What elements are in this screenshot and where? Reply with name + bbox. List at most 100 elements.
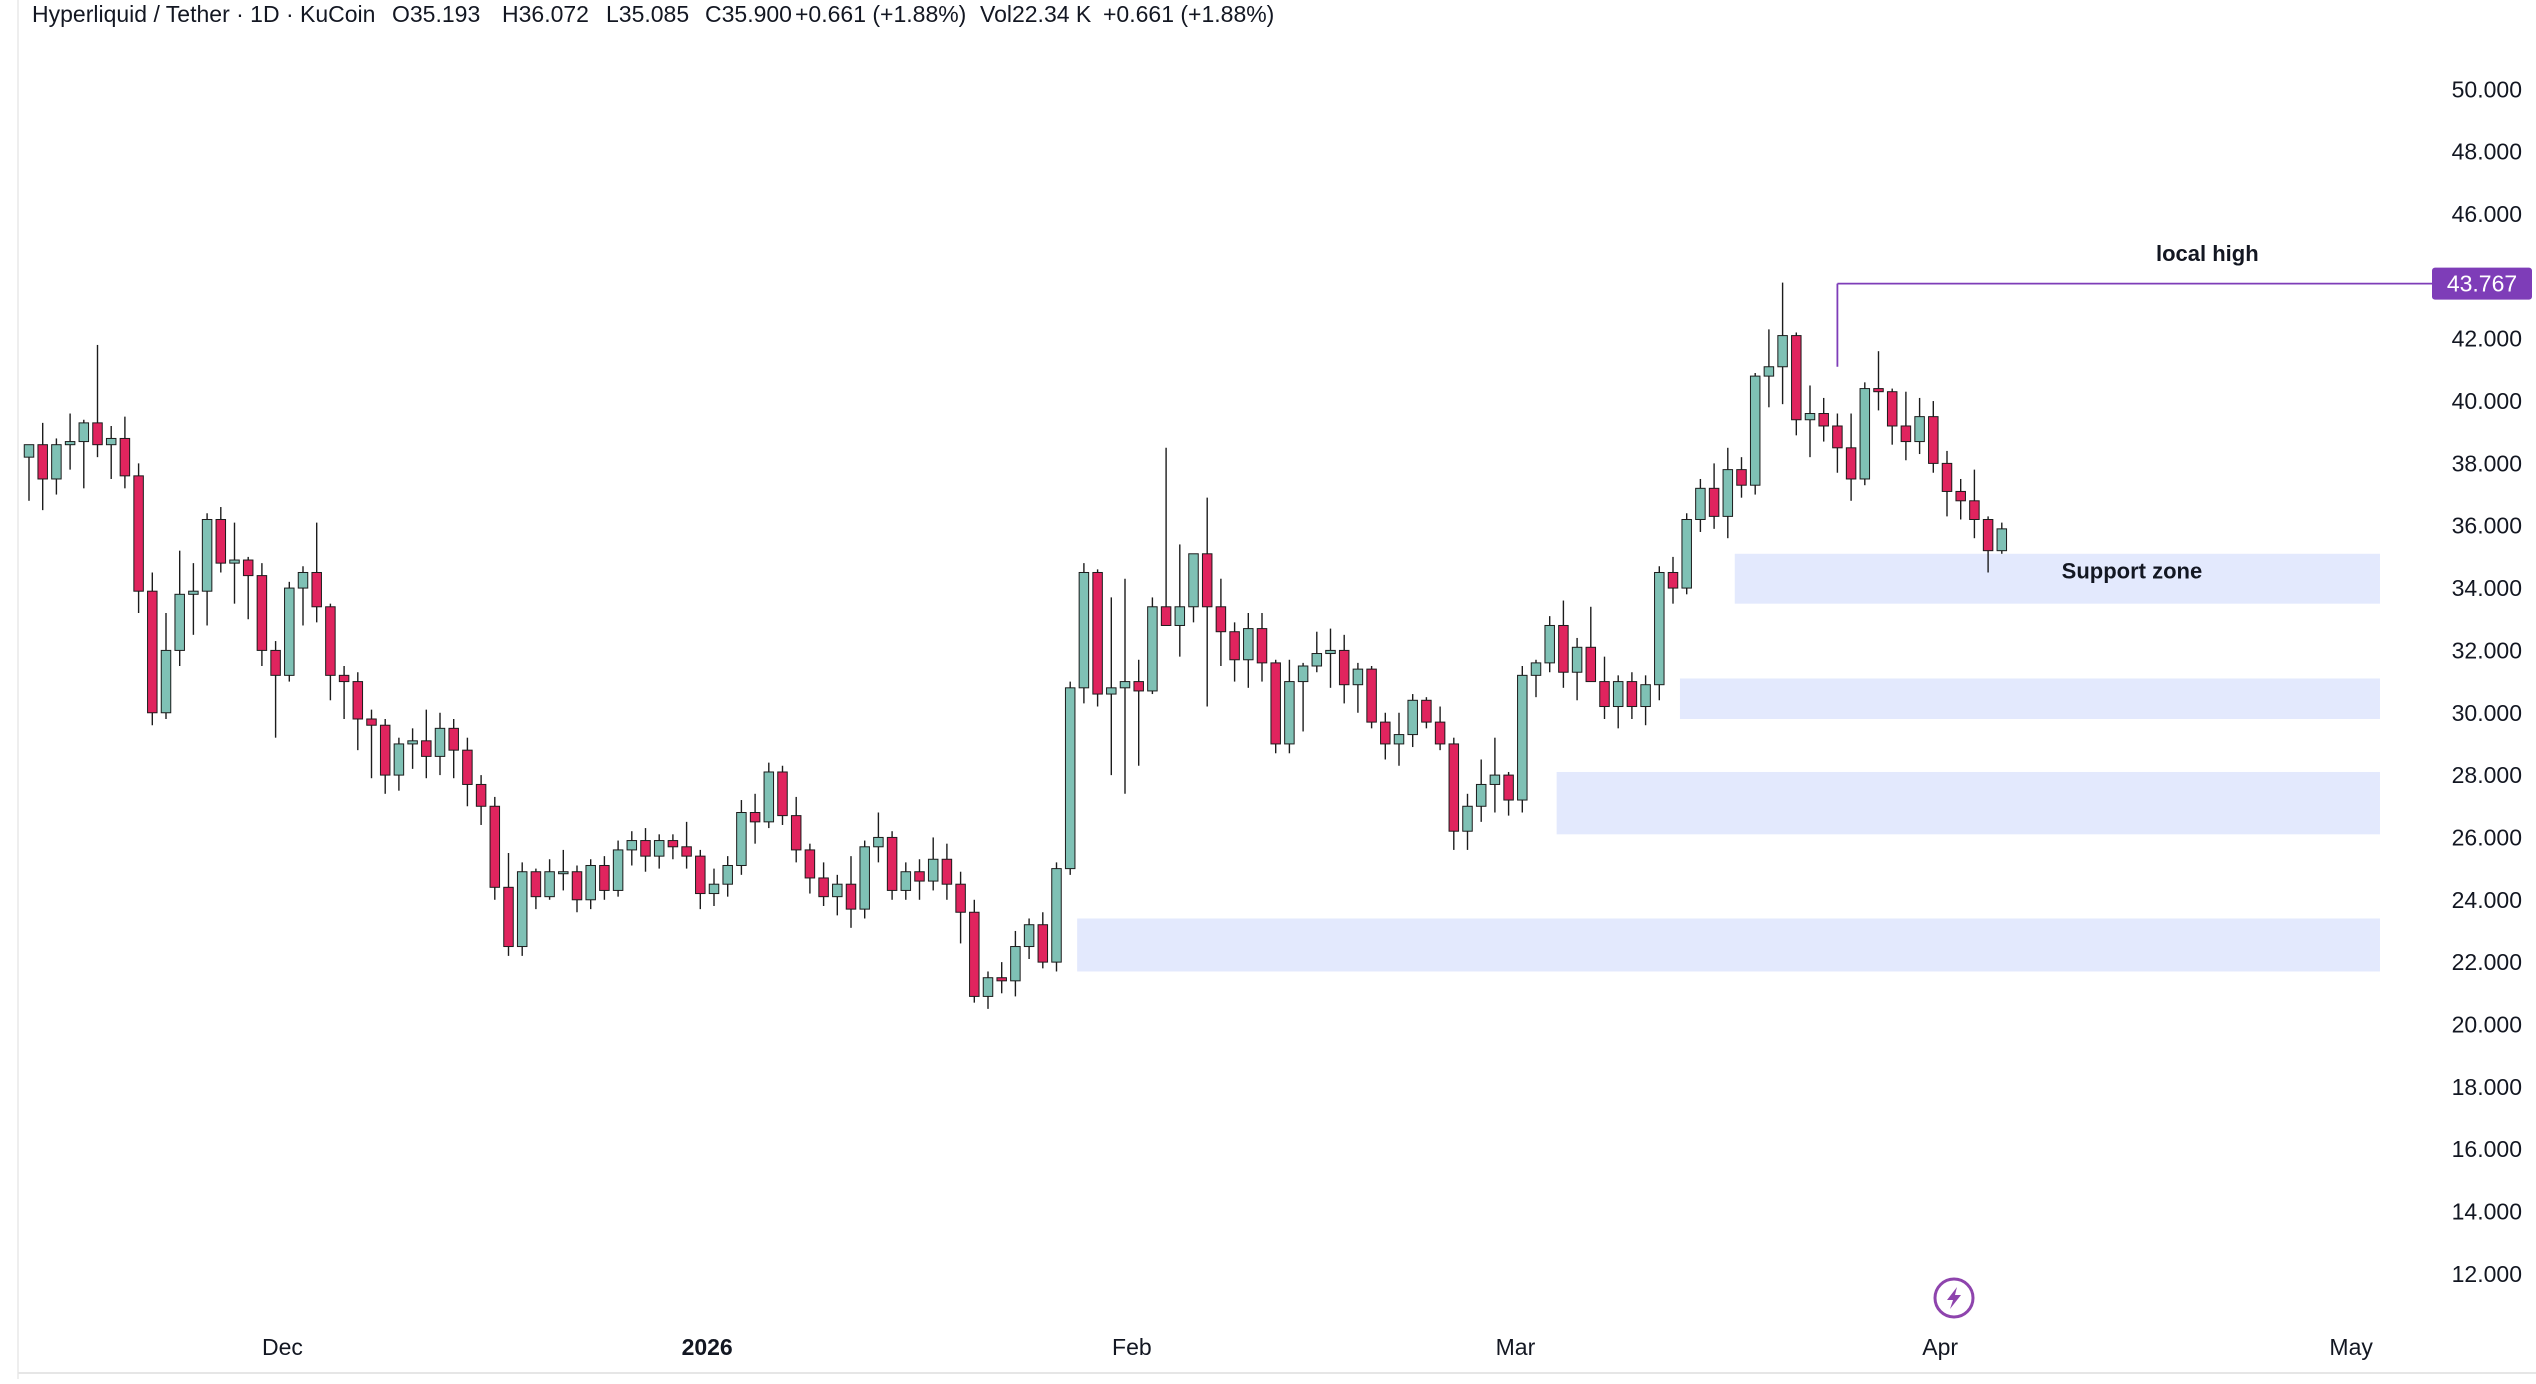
time-axis[interactable]: Dec 2026 Feb Mar Apr May — [18, 1334, 2536, 1374]
time-tick-label: 2026 — [682, 1334, 733, 1360]
candle — [927, 837, 939, 891]
candle-body-down — [352, 681, 364, 720]
candle-body-up — [832, 883, 843, 898]
candle-body-down — [1873, 388, 1884, 393]
lightning-icon[interactable] — [1933, 1277, 1975, 1319]
candle — [105, 425, 117, 479]
candle — [1119, 578, 1131, 794]
candle-body-down — [1928, 416, 1939, 464]
candle — [1311, 631, 1323, 673]
candle — [1462, 793, 1473, 850]
candle-body-down — [1037, 924, 1049, 963]
candle — [1106, 597, 1117, 776]
candle-body-up — [1010, 946, 1021, 982]
candle-body-down — [37, 444, 48, 480]
candle — [1051, 862, 1062, 972]
candle — [147, 572, 158, 726]
price-tick-label: 34.000 — [2452, 575, 2522, 601]
candle-body-up — [736, 812, 747, 866]
candle-body-up — [1462, 805, 1473, 832]
price-tick-label: 40.000 — [2452, 388, 2522, 414]
candle-body-down — [1791, 335, 1802, 421]
candle — [64, 413, 76, 470]
candle — [256, 563, 268, 666]
candle-body-down — [914, 871, 925, 882]
candle-body-down — [1845, 447, 1857, 480]
candle-body-down — [1133, 681, 1144, 692]
candle-body-up — [1051, 868, 1062, 963]
candle — [1722, 447, 1734, 539]
price-axis[interactable]: 50.00048.00046.00044.00042.00040.00038.0… — [2432, 76, 2532, 1287]
candle-body-up — [708, 883, 720, 895]
price-tick-label: 12.000 — [2452, 1261, 2522, 1287]
symbol-title: Hyperliquid / Tether · 1D · KuCoin — [32, 1, 375, 27]
candle-body-up — [434, 727, 446, 757]
candle — [1160, 447, 1172, 626]
time-tick-label: Mar — [1496, 1334, 1536, 1360]
candle-body-down — [571, 871, 583, 901]
candle — [859, 840, 870, 919]
candle-body-down — [599, 864, 610, 891]
candle-body-down — [133, 475, 144, 592]
candle-body-down — [996, 977, 1007, 982]
candle-body-down — [790, 815, 802, 851]
volume-change: +0.661 (+1.88%) — [1103, 1, 1274, 27]
candle — [749, 793, 761, 844]
candle-body-up — [1407, 699, 1418, 736]
candle-body-down — [1886, 391, 1898, 427]
candle — [1434, 706, 1446, 751]
overlays: local high Support zone — [1836, 241, 2432, 584]
candle — [1380, 712, 1391, 760]
candle — [1407, 694, 1418, 748]
candle-body-down — [1708, 487, 1720, 517]
candle-body-down — [338, 674, 350, 683]
candle — [1023, 918, 1035, 960]
candle-body-down — [1832, 425, 1843, 449]
candle-body-up — [763, 771, 775, 823]
candle-body-down — [379, 724, 391, 776]
candle — [1133, 659, 1144, 766]
candle — [1804, 385, 1816, 458]
candle — [1914, 397, 1925, 455]
price-tick-label: 24.000 — [2452, 887, 2522, 913]
candle-body-down — [1900, 425, 1912, 443]
price-marker-label: 43.767 — [2447, 271, 2517, 297]
candle-body-down — [1585, 646, 1597, 683]
candle-body-up — [407, 740, 418, 745]
candle-body-up — [1996, 528, 2008, 552]
candle — [777, 765, 788, 825]
price-tick-label: 26.000 — [2452, 824, 2522, 850]
annotation-label: Support zone — [2062, 559, 2203, 584]
candle — [1791, 332, 1802, 436]
candle-body-down — [92, 422, 103, 446]
candle-body-down — [1736, 469, 1747, 486]
price-tick-label: 18.000 — [2452, 1074, 2522, 1100]
candle — [585, 859, 596, 910]
time-tick-label: May — [2329, 1334, 2373, 1360]
candle-body-down — [1955, 490, 1966, 502]
candle-body-up — [1571, 646, 1583, 673]
candle-body-up — [1612, 681, 1624, 708]
candle — [1188, 553, 1199, 623]
candle — [1064, 681, 1076, 875]
candle — [462, 737, 473, 807]
candle — [1037, 912, 1049, 969]
candle — [832, 874, 843, 916]
price-tick-label: 42.000 — [2452, 326, 2522, 352]
candle — [215, 507, 227, 573]
candle — [1448, 737, 1460, 850]
candle-body-down — [366, 718, 377, 726]
candle — [1667, 556, 1679, 604]
candle-body-up — [585, 864, 596, 901]
candle-body-down — [1558, 624, 1569, 673]
candle — [722, 856, 733, 897]
candle — [174, 550, 185, 666]
candle-body-up — [1078, 571, 1090, 689]
candle-body-down — [640, 840, 651, 857]
candle — [1284, 659, 1295, 754]
candle-body-down — [941, 858, 953, 885]
ohlc-high: H36.072 — [502, 1, 589, 27]
candle — [790, 796, 802, 863]
